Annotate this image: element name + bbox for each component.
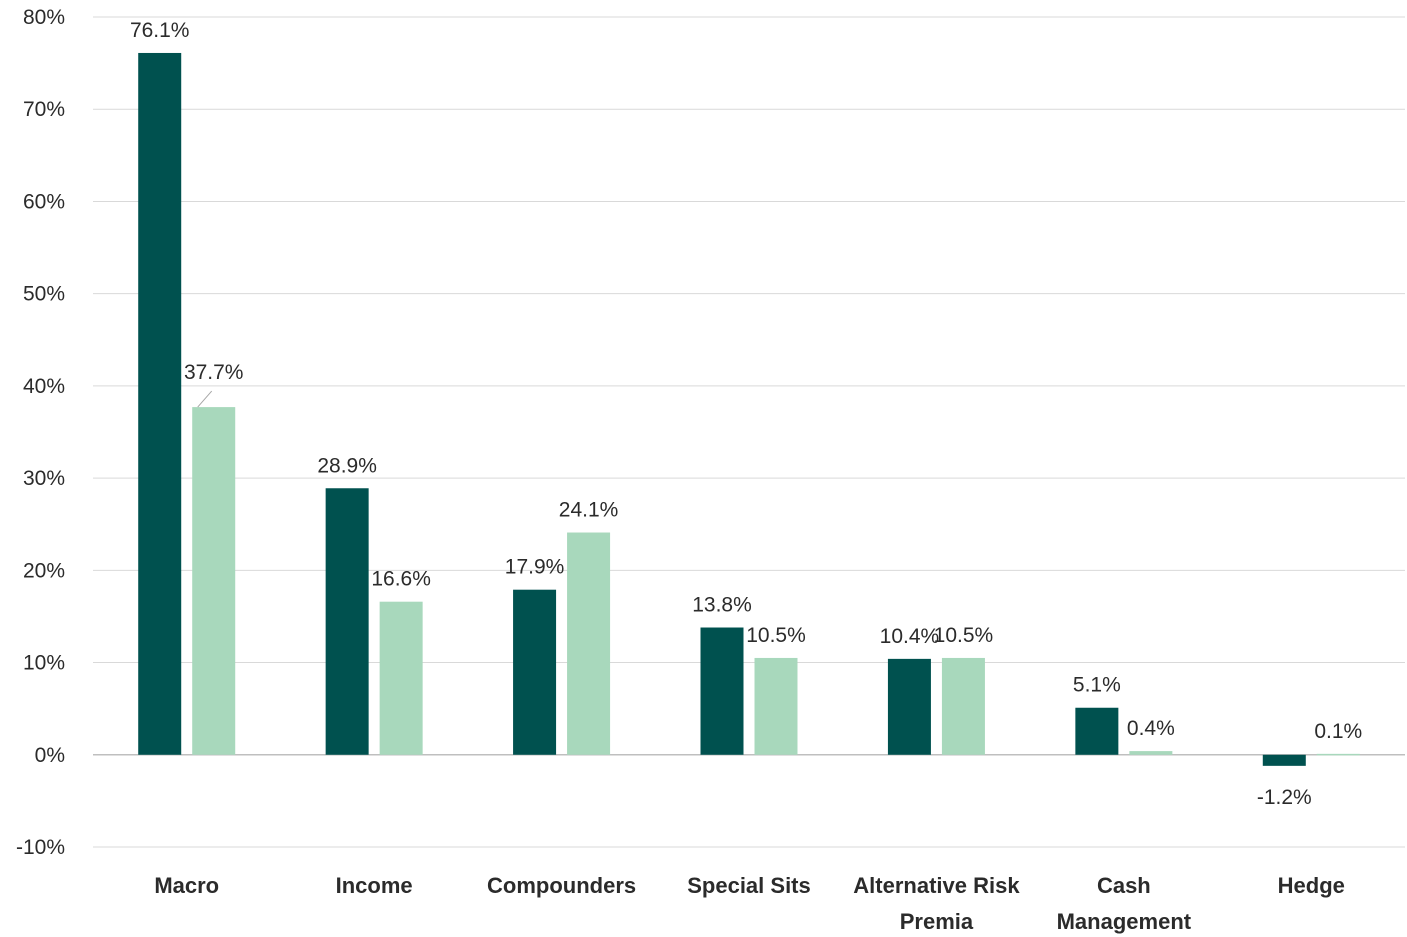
- gridlines: [93, 16, 1405, 848]
- y-tick-label: 30%: [23, 467, 65, 490]
- y-tick-label: 80%: [23, 6, 65, 29]
- bar-series-2: [754, 657, 798, 755]
- data-label: 10.4%: [880, 625, 940, 648]
- data-label: 17.9%: [505, 556, 565, 579]
- bar-series-2: [1129, 751, 1173, 755]
- bar-series-2: [941, 657, 985, 755]
- bar-series-1: [1262, 754, 1306, 766]
- data-label: 16.6%: [371, 568, 431, 591]
- bar-series-1: [700, 627, 744, 755]
- bars: [138, 52, 1360, 766]
- data-label: 0.1%: [1314, 720, 1362, 743]
- bar-series-1: [1075, 707, 1119, 755]
- data-label: 13.8%: [692, 594, 752, 617]
- data-label: 37.7%: [184, 361, 244, 384]
- y-tick-label: 0%: [35, 744, 65, 767]
- y-tick-label: 70%: [23, 98, 65, 121]
- leader-line: [197, 390, 213, 408]
- bar-series-2: [1316, 753, 1360, 756]
- data-label: 76.1%: [130, 19, 190, 42]
- data-label: 10.5%: [746, 624, 806, 647]
- y-tick-label: 40%: [23, 375, 65, 398]
- data-label: 5.1%: [1073, 674, 1121, 697]
- category-labels: Macro Income Compounders Special Sits Altern…: [154, 873, 1345, 934]
- bar-series-1: [887, 658, 931, 755]
- data-label: 10.5%: [934, 624, 994, 647]
- category-label: Compounders: [487, 873, 636, 898]
- y-tick-label: 50%: [23, 283, 65, 306]
- y-tick-label: 10%: [23, 652, 65, 675]
- category-label: Cash: [1097, 873, 1151, 898]
- y-tick-label: 20%: [23, 559, 65, 582]
- category-label: Income: [336, 873, 413, 898]
- category-label: Special Sits: [687, 873, 811, 898]
- category-label: Management: [1057, 909, 1192, 934]
- data-labels: 76.1% 37.7% 28.9% 16.6% 17.9% 24.1% 13.8% 10.5%…: [130, 19, 1362, 809]
- y-tick-label: 60%: [23, 190, 65, 213]
- category-label: Macro: [154, 873, 219, 898]
- y-axis-tick-labels: 80% 70% 60% 50% 40% 30% 20% 10% 0% -10%: [16, 6, 65, 859]
- category-label: Alternative Risk: [853, 873, 1020, 898]
- y-tick-label: -10%: [16, 836, 65, 859]
- bar-series-1: [513, 589, 557, 755]
- bar-series-2: [379, 601, 423, 755]
- data-label: 24.1%: [559, 499, 619, 522]
- data-label: -1.2%: [1257, 786, 1312, 809]
- bar-series-2: [567, 532, 611, 755]
- category-label: Hedge: [1278, 873, 1345, 898]
- data-label: 28.9%: [317, 454, 377, 477]
- bar-series-1: [138, 52, 182, 755]
- bar-series-2: [192, 407, 236, 755]
- category-label: Premia: [900, 909, 974, 934]
- data-label: 0.4%: [1127, 717, 1175, 740]
- bar-series-1: [325, 488, 369, 755]
